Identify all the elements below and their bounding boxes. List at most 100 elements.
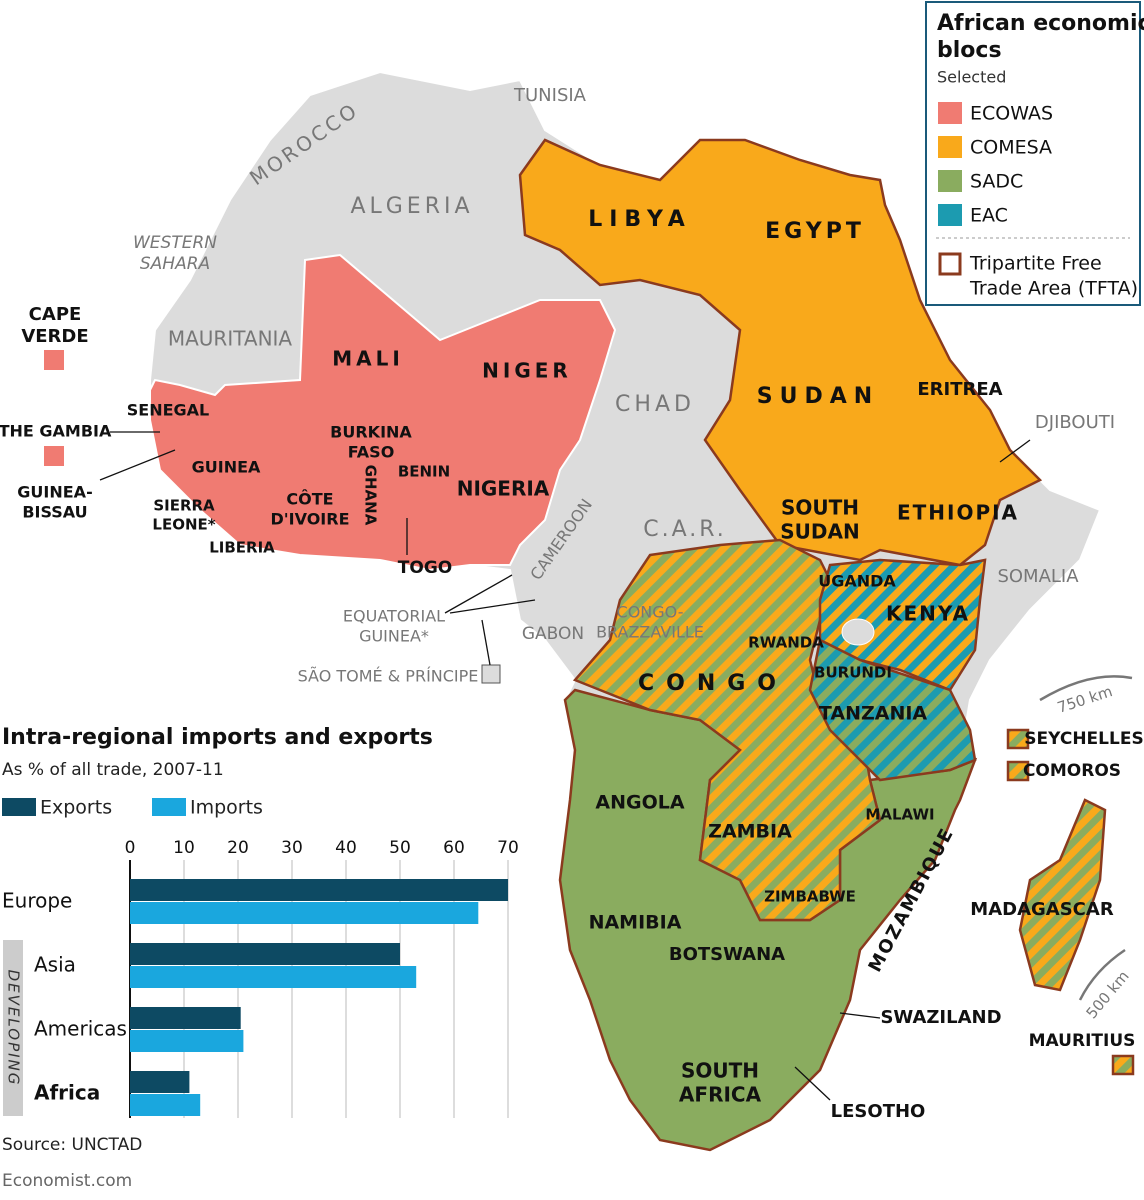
legend-swatch	[938, 136, 962, 158]
map-label: MALAWI	[865, 806, 934, 824]
map-label: SÃO TOMÉ & PRÍNCIPE	[298, 667, 479, 686]
map-label: SUDAN	[780, 520, 859, 544]
bar	[130, 943, 400, 965]
ecowas-region	[149, 253, 617, 572]
map-label: KENYA	[886, 602, 970, 626]
bar	[130, 1071, 190, 1093]
map-label: SENEGAL	[127, 401, 209, 420]
map-label: DJIBOUTI	[1035, 412, 1115, 433]
stp-box	[481, 664, 501, 684]
map-label: NIGERIA	[457, 477, 550, 501]
legend-label: EAC	[970, 205, 1008, 227]
legend-title: African economic	[937, 11, 1144, 36]
map-label: ANGOLA	[595, 792, 684, 814]
mauritius-box	[1111, 1054, 1135, 1076]
map-label: GHANA	[362, 465, 380, 526]
y-tick-label: Europe	[2, 889, 72, 913]
map-label: TANZANIA	[819, 703, 928, 725]
map-label: BENIN	[398, 463, 450, 481]
comesa-eac-region	[818, 558, 987, 692]
x-tick-label: 50	[389, 838, 411, 858]
chart-title: Intra-regional imports and exports	[2, 725, 433, 750]
map-label: BRAZZAVILLE	[596, 623, 704, 642]
map-label: ERITREA	[917, 379, 1002, 400]
map-label: SEYCHELLES	[1024, 729, 1143, 749]
distance-arrow	[1039, 675, 1133, 702]
leader-lines	[99, 431, 1031, 1101]
x-tick-label: 40	[335, 838, 357, 858]
map-label: GABON	[522, 624, 584, 644]
legend-label: COMESA	[970, 137, 1052, 159]
map-label: UGANDA	[818, 572, 896, 591]
map-label: CONGO	[638, 671, 788, 696]
source: Source: UNCTAD	[2, 1135, 142, 1155]
x-tick-label: 70	[497, 838, 519, 858]
map-label: LIBERIA	[209, 539, 275, 557]
y-tick-label: Americas	[34, 1017, 127, 1041]
map-label: GUINEA	[192, 458, 261, 477]
madagascar	[1018, 798, 1107, 992]
bar	[130, 879, 508, 901]
map-label: EQUATORIAL	[343, 607, 445, 626]
legend-swatch	[938, 252, 962, 276]
map-label: D'IVOIRE	[270, 510, 349, 529]
map-label: BURKINA	[330, 423, 412, 442]
map-label: ZIMBABWE	[764, 888, 856, 906]
bar-chart: Intra-regional imports and exports As % o…	[2, 725, 519, 1191]
x-tick-label: 20	[227, 838, 249, 858]
map-label: SAHARA	[140, 254, 210, 274]
map-label: SUDAN	[757, 384, 879, 409]
map-label: MADAGASCAR	[970, 899, 1114, 920]
map-label: CAPE	[29, 304, 82, 325]
y-tick-label: Asia	[34, 953, 76, 977]
map-label: ALGERIA	[350, 194, 473, 219]
map-label: EGYPT	[765, 219, 865, 244]
comesa-region	[518, 138, 1043, 567]
bar	[130, 1030, 244, 1052]
map-label: BURUNDI	[814, 664, 892, 682]
map-label: GUINEA*	[359, 627, 429, 646]
distance-arrow	[1078, 948, 1126, 1001]
bar	[130, 902, 479, 924]
map-label: NIGER	[482, 359, 572, 383]
gambia-box	[44, 446, 64, 466]
map-label: TOGO	[398, 558, 452, 578]
comoros-box	[1006, 760, 1030, 782]
sadc-eac-region	[808, 638, 977, 782]
map-label: CÔTE	[286, 490, 333, 509]
legend-label: SADC	[970, 171, 1023, 193]
map-label: THE GAMBIA	[0, 422, 112, 441]
x-tick-label: 60	[443, 838, 465, 858]
map-label: LEONE*	[152, 516, 215, 534]
map-label: COMOROS	[1023, 761, 1121, 781]
legend-swatch	[2, 798, 36, 816]
x-tick-label: 10	[173, 838, 195, 858]
legend-title: blocs	[937, 38, 1002, 63]
map: MOROCCOTUNISIAALGERIAWESTERNSAHARAMAURIT…	[0, 70, 1144, 1152]
map-label: SOMALIA	[997, 566, 1079, 587]
legend-swatch	[938, 102, 962, 124]
chart-subtitle: As % of all trade, 2007-11	[2, 760, 224, 780]
credit: Economist.com	[2, 1171, 132, 1191]
legend-swatch	[938, 204, 962, 226]
map-label: C.A.R.	[643, 517, 727, 542]
map-label: LESOTHO	[831, 1101, 926, 1122]
legend-swatch	[152, 798, 186, 816]
map-label: LIBYA	[588, 207, 692, 232]
map-label: CONGO-	[617, 603, 684, 622]
map-label: SIERRA	[153, 497, 215, 515]
bar	[130, 966, 417, 988]
map-label: CHAD	[615, 392, 695, 417]
map-label: SOUTH	[781, 496, 859, 520]
map-label: SOUTH	[681, 1059, 759, 1083]
map-label: BOTSWANA	[669, 944, 785, 965]
legend-label: Exports	[40, 797, 112, 819]
map-label: WESTERN	[133, 233, 217, 253]
map-label: SWAZILAND	[880, 1007, 1001, 1028]
legend-subtitle: Selected	[937, 68, 1006, 87]
legend-label: Tripartite Free	[969, 253, 1102, 275]
map-label: AFRICA	[679, 1083, 762, 1107]
bar	[130, 1007, 241, 1029]
legend-label: ECOWAS	[970, 103, 1053, 125]
